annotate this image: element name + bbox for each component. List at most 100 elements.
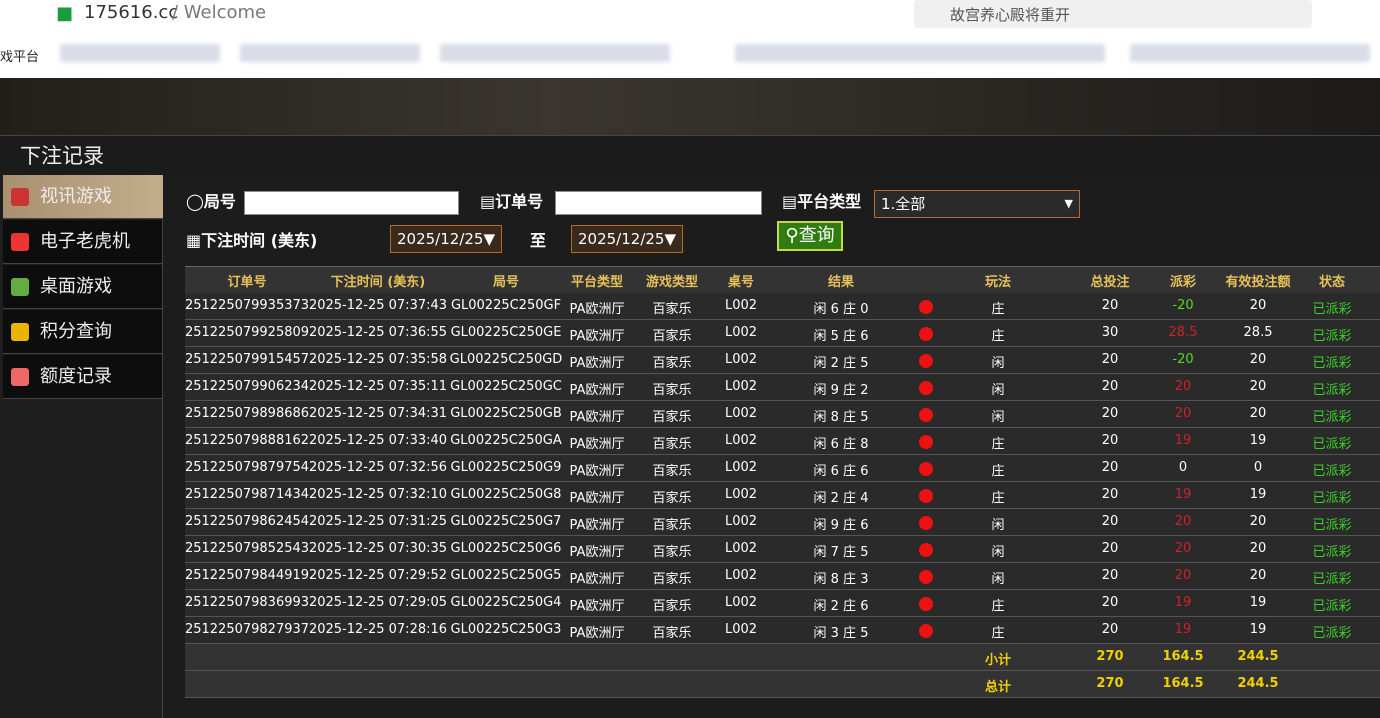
cell: PA欧洲厅 xyxy=(569,383,625,398)
cell: 闲 xyxy=(991,545,1005,560)
cell: 251225079852543 xyxy=(184,541,310,556)
cell: 20 xyxy=(1101,487,1119,502)
video-button[interactable] xyxy=(919,570,933,584)
browser-bar: ■ 175616.cc / Welcome 故宫养心殿将重开 xyxy=(0,0,1380,30)
cell: 251225079915457 xyxy=(184,352,310,367)
cell: PA欧洲厅 xyxy=(569,410,625,425)
url[interactable]: 175616.cc xyxy=(84,2,179,23)
summary-row: 小计 270 164.5 244.5 xyxy=(185,644,1380,671)
summary-cell: 小计 xyxy=(984,653,1012,668)
sidebar-item[interactable]: 额度记录 xyxy=(3,355,162,399)
cell: GL00225C250G9 xyxy=(450,460,562,475)
video-button[interactable] xyxy=(919,435,933,449)
sidebar-item[interactable]: 视讯游戏 xyxy=(3,175,165,219)
cell: 19 xyxy=(1174,595,1192,610)
header-cell: 状态 xyxy=(1318,275,1346,290)
summary-row: 总计 270 164.5 244.5 xyxy=(185,671,1380,698)
cell: PA欧洲厅 xyxy=(569,464,625,479)
cell: 2025-12-25 07:35:58 xyxy=(308,352,448,367)
date-from[interactable]: 2025/12/25▼ xyxy=(390,225,502,253)
cell: 百家乐 xyxy=(652,491,692,506)
sidebar-icon xyxy=(11,278,29,296)
cell: 20 xyxy=(1101,541,1119,556)
cell: 20 xyxy=(1101,433,1119,448)
video-button[interactable] xyxy=(919,597,933,611)
cell: 20 xyxy=(1249,379,1267,394)
label: 下注时间 (美东) xyxy=(201,231,318,250)
sidebar-item[interactable]: 积分查询 xyxy=(3,310,162,354)
cell: 闲 2 庄 4 xyxy=(813,491,869,506)
video-button[interactable] xyxy=(919,381,933,395)
cell: 已派彩 xyxy=(1312,545,1352,560)
cell: 已派彩 xyxy=(1312,518,1352,533)
cell: 20 xyxy=(1249,568,1267,583)
video-button[interactable] xyxy=(919,624,933,638)
video-button[interactable] xyxy=(919,300,933,314)
cell: 百家乐 xyxy=(652,572,692,587)
blurred xyxy=(240,44,420,62)
search-box[interactable]: 故宫养心殿将重开 xyxy=(914,0,1312,28)
cell: 28.5 xyxy=(1168,325,1198,340)
query-button[interactable]: ⚲查询 xyxy=(777,221,843,251)
cell: PA欧洲厅 xyxy=(569,356,625,371)
sidebar-item[interactable]: 桌面游戏 xyxy=(3,265,162,309)
video-button[interactable] xyxy=(919,327,933,341)
round-input[interactable] xyxy=(244,191,459,215)
cell: 已派彩 xyxy=(1312,437,1352,452)
order-input[interactable] xyxy=(555,191,762,215)
cell: 20 xyxy=(1249,514,1267,529)
cell: 251225079836993 xyxy=(184,595,310,610)
cell: 19 xyxy=(1249,487,1267,502)
video-button[interactable] xyxy=(919,462,933,476)
cell: 闲 xyxy=(991,410,1005,425)
sidebar-icon xyxy=(11,368,29,386)
cell: L002 xyxy=(724,487,758,502)
header-cell: 平台类型 xyxy=(570,275,624,290)
table-row: 251225079827937 2025-12-25 07:28:16 GL0022… xyxy=(185,617,1380,644)
cell: 2025-12-25 07:29:52 xyxy=(308,568,448,583)
video-button[interactable] xyxy=(919,543,933,557)
table-row: 251225079852543 2025-12-25 07:30:35 GL0022… xyxy=(185,536,1380,563)
summary-cell: 244.5 xyxy=(1237,649,1279,664)
cell: 闲 2 庄 6 xyxy=(813,599,869,614)
cell: 20 xyxy=(1101,352,1119,367)
cell: 已派彩 xyxy=(1312,302,1352,317)
header-cell: 总投注 xyxy=(1090,275,1130,290)
video-button[interactable] xyxy=(919,516,933,530)
video-button[interactable] xyxy=(919,489,933,503)
panel-title: 下注记录 xyxy=(0,135,1380,175)
cell: 百家乐 xyxy=(652,626,692,641)
cell: -20 xyxy=(1172,298,1194,313)
bookmark[interactable]: 戏平台 xyxy=(0,50,40,65)
cell: 庄 xyxy=(991,302,1005,317)
table-row: 251225079898686 2025-12-25 07:34:31 GL0022… xyxy=(185,401,1380,428)
date-to[interactable]: 2025/12/25▼ xyxy=(571,225,683,253)
cell: 2025-12-25 07:36:55 xyxy=(308,325,448,340)
platform-select[interactable]: 1.全部 ▼ xyxy=(874,190,1080,218)
cell: 闲 8 庄 5 xyxy=(813,410,869,425)
cell: L002 xyxy=(724,541,758,556)
video-button[interactable] xyxy=(919,354,933,368)
header-cell: 订单号 xyxy=(227,275,267,290)
cell: 2025-12-25 07:34:31 xyxy=(308,406,448,421)
header-cell: 结果 xyxy=(827,275,855,290)
cell: 闲 xyxy=(991,383,1005,398)
cell: PA欧洲厅 xyxy=(569,518,625,533)
cell: 闲 9 庄 2 xyxy=(813,383,869,398)
cell: GL00225C250GA xyxy=(450,433,562,448)
cell: GL00225C250GE xyxy=(450,325,562,340)
cell: 庄 xyxy=(991,626,1005,641)
header-cell: 桌号 xyxy=(727,275,755,290)
cell: 20 xyxy=(1101,298,1119,313)
cell: 0 xyxy=(1253,460,1263,475)
table-row: 251225079915457 2025-12-25 07:35:58 GL0022… xyxy=(185,347,1380,374)
cell: 百家乐 xyxy=(652,437,692,452)
cell: GL00225C250G7 xyxy=(450,514,562,529)
cell: 百家乐 xyxy=(652,518,692,533)
video-button[interactable] xyxy=(919,408,933,422)
platform-label: ▤平台类型 xyxy=(782,192,862,211)
sidebar-item[interactable]: 电子老虎机 xyxy=(3,220,162,264)
cell: 闲 6 庄 0 xyxy=(813,302,869,317)
